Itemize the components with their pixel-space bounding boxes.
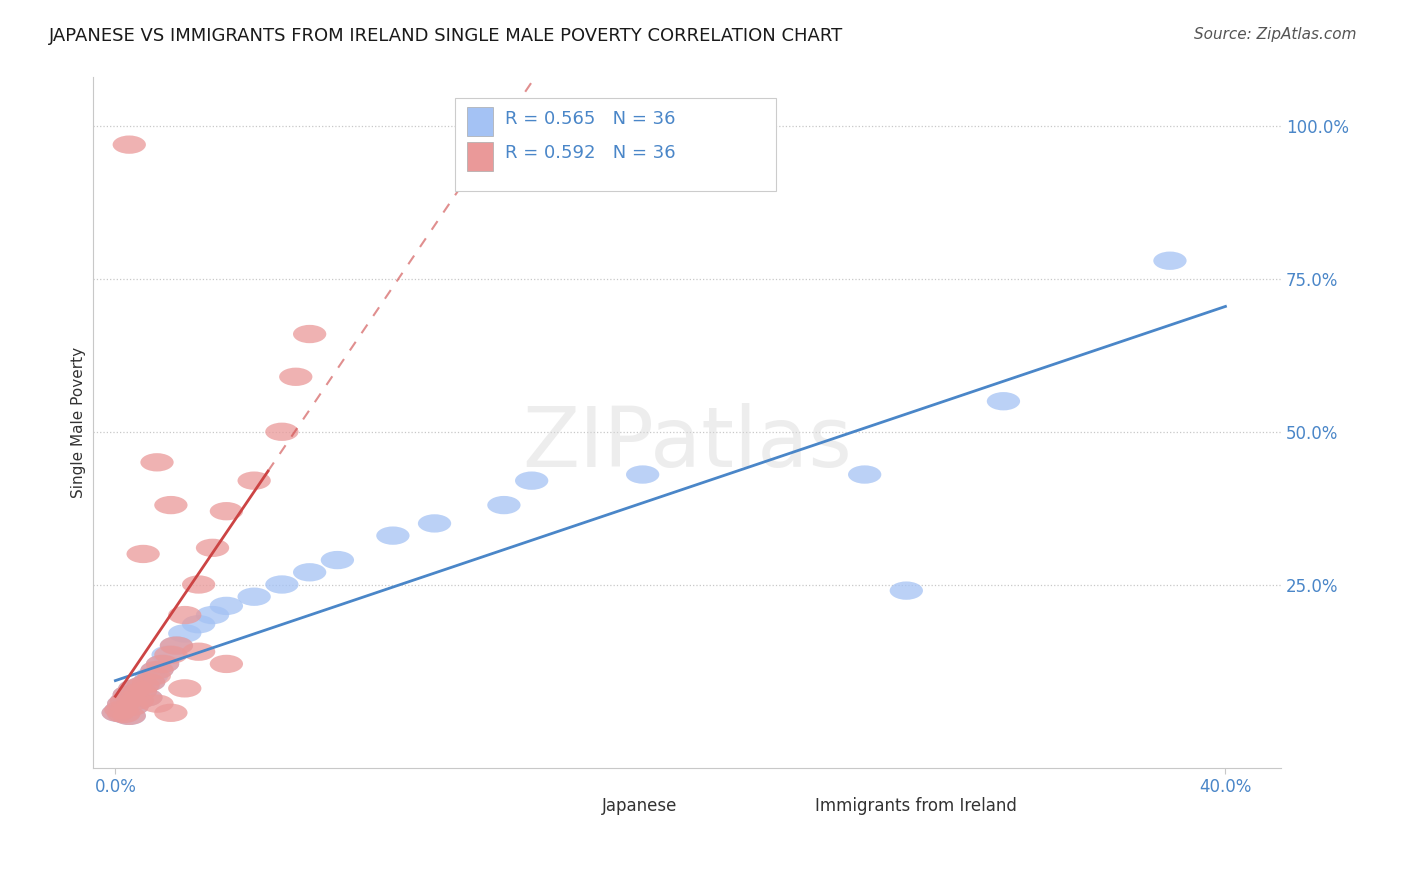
Ellipse shape xyxy=(107,695,141,713)
Ellipse shape xyxy=(104,700,138,719)
Ellipse shape xyxy=(152,646,184,664)
Ellipse shape xyxy=(418,515,451,533)
Ellipse shape xyxy=(127,676,160,695)
Ellipse shape xyxy=(101,704,135,722)
Ellipse shape xyxy=(110,691,143,710)
Text: JAPANESE VS IMMIGRANTS FROM IRELAND SINGLE MALE POVERTY CORRELATION CHART: JAPANESE VS IMMIGRANTS FROM IRELAND SING… xyxy=(49,27,844,45)
Ellipse shape xyxy=(141,661,174,679)
Ellipse shape xyxy=(115,698,149,716)
Text: R = 0.565   N = 36: R = 0.565 N = 36 xyxy=(505,110,676,128)
Ellipse shape xyxy=(141,695,174,713)
Ellipse shape xyxy=(488,496,520,515)
Ellipse shape xyxy=(141,453,174,472)
Ellipse shape xyxy=(146,655,179,673)
Ellipse shape xyxy=(115,698,149,716)
Ellipse shape xyxy=(848,466,882,483)
Ellipse shape xyxy=(121,691,155,710)
Ellipse shape xyxy=(101,704,135,722)
Ellipse shape xyxy=(160,636,193,655)
Text: Japanese: Japanese xyxy=(602,797,676,814)
Ellipse shape xyxy=(1153,252,1187,270)
Ellipse shape xyxy=(266,575,298,594)
Ellipse shape xyxy=(155,704,187,722)
Ellipse shape xyxy=(127,676,160,695)
Ellipse shape xyxy=(107,705,141,723)
Ellipse shape xyxy=(132,673,166,691)
Ellipse shape xyxy=(266,423,298,441)
Ellipse shape xyxy=(112,706,146,725)
Ellipse shape xyxy=(292,563,326,582)
FancyBboxPatch shape xyxy=(467,107,494,136)
Ellipse shape xyxy=(169,679,201,698)
Ellipse shape xyxy=(181,642,215,661)
FancyBboxPatch shape xyxy=(782,792,808,820)
Ellipse shape xyxy=(121,691,155,710)
Ellipse shape xyxy=(181,615,215,633)
Ellipse shape xyxy=(129,689,163,706)
Text: R = 0.592   N = 36: R = 0.592 N = 36 xyxy=(505,145,676,162)
Ellipse shape xyxy=(169,624,201,642)
Ellipse shape xyxy=(195,606,229,624)
Ellipse shape xyxy=(112,685,146,704)
Ellipse shape xyxy=(118,679,152,698)
Y-axis label: Single Male Poverty: Single Male Poverty xyxy=(72,347,86,498)
Text: Immigrants from Ireland: Immigrants from Ireland xyxy=(815,797,1017,814)
Ellipse shape xyxy=(124,682,157,700)
FancyBboxPatch shape xyxy=(568,792,595,820)
Ellipse shape xyxy=(107,705,141,723)
Ellipse shape xyxy=(104,700,138,719)
Ellipse shape xyxy=(135,667,169,685)
Ellipse shape xyxy=(155,496,187,515)
Ellipse shape xyxy=(124,682,157,700)
Ellipse shape xyxy=(321,551,354,569)
Ellipse shape xyxy=(127,545,160,563)
Ellipse shape xyxy=(209,502,243,520)
FancyBboxPatch shape xyxy=(456,98,776,192)
Ellipse shape xyxy=(169,606,201,624)
Ellipse shape xyxy=(195,539,229,557)
Ellipse shape xyxy=(155,646,187,664)
Ellipse shape xyxy=(112,136,146,153)
Ellipse shape xyxy=(129,689,163,706)
Text: Source: ZipAtlas.com: Source: ZipAtlas.com xyxy=(1194,27,1357,42)
Ellipse shape xyxy=(107,695,141,713)
Ellipse shape xyxy=(146,655,179,673)
Ellipse shape xyxy=(280,368,312,386)
Ellipse shape xyxy=(132,673,166,691)
Ellipse shape xyxy=(292,325,326,343)
Ellipse shape xyxy=(112,706,146,725)
Text: ZIPatlas: ZIPatlas xyxy=(522,403,852,483)
Ellipse shape xyxy=(238,472,271,490)
Ellipse shape xyxy=(110,691,143,710)
Ellipse shape xyxy=(181,575,215,594)
Ellipse shape xyxy=(112,685,146,704)
FancyBboxPatch shape xyxy=(467,142,494,170)
Ellipse shape xyxy=(138,667,172,685)
Ellipse shape xyxy=(890,582,922,599)
Ellipse shape xyxy=(987,392,1021,410)
Ellipse shape xyxy=(238,588,271,606)
Ellipse shape xyxy=(209,655,243,673)
Ellipse shape xyxy=(209,597,243,615)
Ellipse shape xyxy=(141,661,174,679)
Ellipse shape xyxy=(626,466,659,483)
Ellipse shape xyxy=(118,679,152,698)
Ellipse shape xyxy=(160,636,193,655)
Ellipse shape xyxy=(515,472,548,490)
Ellipse shape xyxy=(377,526,409,545)
